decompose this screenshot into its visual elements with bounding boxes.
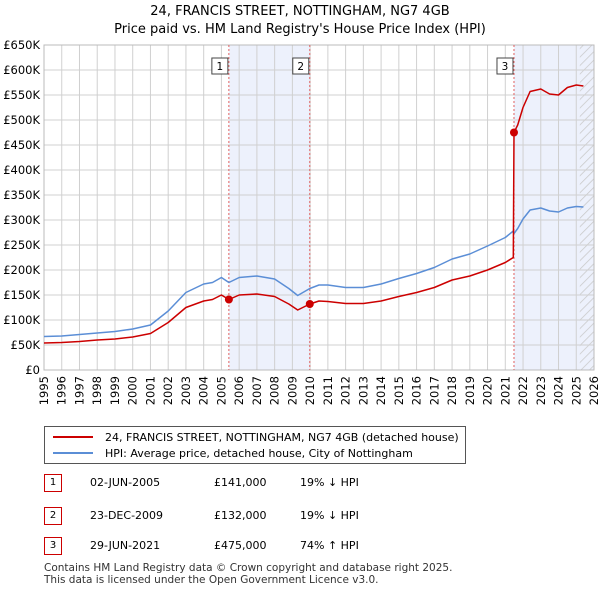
- legend-swatch-hpi: [53, 452, 93, 454]
- x-tick-label: 1999: [108, 376, 122, 405]
- transaction-date: 23-DEC-2009: [90, 509, 164, 522]
- y-tick-label: £650K: [3, 38, 40, 52]
- x-tick-label: 2011: [321, 376, 335, 405]
- transaction-row: 1 02-JUN-2005 £141,000 19% ↓ HPI: [44, 474, 464, 492]
- x-tick-label: 2016: [410, 376, 424, 405]
- chart-subtitle: Price paid vs. HM Land Registry's House …: [114, 22, 486, 37]
- x-tick-label: 2005: [214, 376, 228, 405]
- x-tick-label: 2012: [339, 376, 353, 405]
- legend-label-property: 24, FRANCIS STREET, NOTTINGHAM, NG7 4GB …: [105, 430, 459, 444]
- plot-border: [43, 44, 595, 371]
- property-price-line: [43, 84, 584, 344]
- transaction-label-box: [496, 57, 514, 75]
- x-tick-label: 2003: [179, 376, 193, 405]
- x-tick-label: 1998: [90, 376, 104, 405]
- transaction-marker: 2: [44, 507, 62, 525]
- transaction-label: 3: [502, 61, 509, 73]
- projection-hatch: [579, 45, 594, 370]
- transaction-marker: 1: [44, 474, 62, 492]
- legend-item-hpi: HPI: Average price, detached house, City…: [53, 445, 413, 461]
- chart-title: 24, FRANCIS STREET, NOTTINGHAM, NG7 4GB: [150, 4, 450, 19]
- y-tick-label: £300K: [3, 213, 40, 227]
- transaction-date: 02-JUN-2005: [90, 476, 161, 489]
- x-tick-label: 2015: [392, 376, 406, 405]
- legend-swatch-property: [53, 436, 93, 438]
- transaction-row: 2 23-DEC-2009 £132,000 19% ↓ HPI: [44, 507, 464, 525]
- transaction-label-box: [211, 57, 229, 75]
- x-tick-label: 2014: [374, 376, 388, 405]
- x-tick-label: 2009: [285, 376, 299, 405]
- hpi-line: [43, 205, 584, 338]
- y-tick-label: £350K: [3, 188, 40, 202]
- plot-area: [44, 45, 594, 370]
- x-tick-label: 2010: [303, 376, 317, 405]
- y-tick-label: £100K: [3, 313, 40, 327]
- transaction-label: 2: [297, 61, 304, 73]
- footer-copyright: Contains HM Land Registry data © Crown c…: [44, 562, 453, 574]
- transaction-point: [509, 128, 518, 137]
- x-tick-label: 2007: [250, 376, 264, 405]
- transaction-point: [305, 300, 314, 308]
- x-tick-label: 2022: [516, 376, 530, 405]
- transaction-point: [224, 295, 233, 304]
- x-tick-label: 2017: [427, 376, 441, 405]
- legend-item-property: 24, FRANCIS STREET, NOTTINGHAM, NG7 4GB …: [53, 429, 459, 445]
- transaction-hpi-diff: 19% ↓ HPI: [300, 509, 359, 522]
- y-tick-label: £250K: [3, 238, 40, 252]
- chart-legend: 24, FRANCIS STREET, NOTTINGHAM, NG7 4GB …: [44, 426, 466, 464]
- x-tick-label: 2018: [445, 376, 459, 405]
- transaction-price: £475,000: [214, 539, 267, 552]
- transaction-marker: 3: [44, 537, 62, 555]
- transaction-price: £132,000: [214, 509, 267, 522]
- transaction-row: 3 29-JUN-2021 £475,000 74% ↑ HPI: [44, 537, 464, 555]
- transaction-label-box: [292, 57, 310, 75]
- y-tick-label: £400K: [3, 163, 40, 177]
- y-tick-label: £500K: [3, 113, 40, 127]
- y-tick-label: £450K: [3, 138, 40, 152]
- x-tick-label: 2019: [463, 376, 477, 405]
- x-tick-label: 1997: [72, 376, 86, 405]
- y-tick-label: £200K: [3, 263, 40, 277]
- x-tick-label: 2001: [143, 376, 157, 405]
- y-tick-label: £150K: [3, 288, 40, 302]
- y-tick-label: £50K: [11, 338, 41, 352]
- x-tick-label: 2026: [587, 376, 600, 405]
- x-tick-label: 2025: [569, 376, 583, 405]
- price-chart: £0 £50K £100K £150K £200K £250K £300K £350K £400…: [3, 38, 600, 405]
- legend-label-hpi: HPI: Average price, detached house, City…: [105, 446, 413, 460]
- x-tick-label: 1996: [55, 376, 69, 405]
- x-tick-label: 2024: [552, 376, 566, 405]
- x-tick-label: 2023: [534, 376, 548, 405]
- x-tick-label: 2002: [161, 376, 175, 405]
- footer-licence: This data is licensed under the Open Gov…: [44, 574, 379, 586]
- transaction-label: 1: [217, 61, 224, 73]
- x-tick-label: 2021: [498, 376, 512, 405]
- y-tick-label: £0: [25, 363, 40, 377]
- y-tick-label: £550K: [3, 88, 40, 102]
- transaction-hpi-diff: 19% ↓ HPI: [300, 476, 359, 489]
- ownership-shade: [228, 45, 310, 370]
- x-tick-label: 1995: [37, 376, 51, 405]
- x-tick-label: 2004: [197, 376, 211, 405]
- x-tick-label: 2008: [268, 376, 282, 405]
- x-tick-label: 2020: [481, 376, 495, 405]
- transaction-price: £141,000: [214, 476, 267, 489]
- transaction-hpi-diff: 74% ↑ HPI: [300, 539, 359, 552]
- x-tick-label: 2006: [232, 376, 246, 405]
- x-tick-label: 2013: [356, 376, 370, 405]
- y-tick-label: £600K: [3, 63, 40, 77]
- transaction-date: 29-JUN-2021: [90, 539, 161, 552]
- x-tick-label: 2000: [126, 376, 140, 405]
